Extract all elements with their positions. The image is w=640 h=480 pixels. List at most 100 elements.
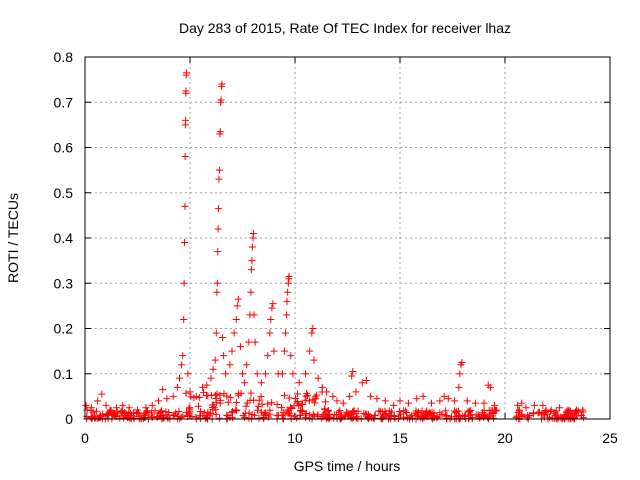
data-point <box>137 414 145 422</box>
data-point <box>314 411 322 419</box>
data-point <box>381 397 389 405</box>
data-point <box>261 409 269 417</box>
grid-lines <box>85 57 610 419</box>
data-point <box>514 401 522 409</box>
data-point <box>148 411 156 419</box>
data-point <box>182 87 190 95</box>
data-point <box>333 397 341 405</box>
data-point <box>285 272 293 280</box>
data-point <box>268 304 276 312</box>
data-point <box>217 96 225 104</box>
data-point <box>463 397 471 405</box>
data-point <box>548 414 556 422</box>
data-point <box>143 407 151 415</box>
data-point <box>170 411 178 419</box>
data-point <box>253 370 261 378</box>
data-point <box>308 329 316 337</box>
data-point <box>216 414 224 422</box>
data-point <box>134 406 141 414</box>
data-point <box>179 352 187 360</box>
data-point <box>243 399 251 407</box>
data-point <box>257 393 265 401</box>
data-point <box>118 407 126 415</box>
data-point <box>376 407 384 415</box>
data-point <box>181 153 189 161</box>
data-point <box>287 403 295 411</box>
data-point <box>184 370 192 378</box>
data-point <box>278 370 286 378</box>
data-point <box>278 412 286 420</box>
data-point <box>248 257 256 265</box>
data-point <box>468 414 476 422</box>
data-point <box>556 404 564 412</box>
data-point <box>415 411 423 419</box>
data-point <box>228 409 236 417</box>
data-point <box>250 396 258 404</box>
data-point <box>247 288 255 296</box>
data-point <box>175 407 183 415</box>
data-point <box>302 370 309 378</box>
data-point <box>169 392 177 400</box>
data-point <box>329 392 337 400</box>
data-point <box>130 408 138 416</box>
data-point <box>236 343 244 351</box>
data-point <box>277 404 285 412</box>
data-point <box>306 347 314 355</box>
y-tick-label: 0.7 <box>54 94 74 110</box>
data-point <box>177 413 185 421</box>
data-point <box>541 408 549 416</box>
data-point <box>289 370 297 378</box>
data-point <box>313 391 321 399</box>
data-point <box>212 399 220 407</box>
data-point <box>281 347 288 355</box>
data-point <box>515 406 523 414</box>
data-point <box>234 390 242 398</box>
data-point <box>248 243 256 251</box>
data-point <box>436 397 444 405</box>
data-point <box>453 408 461 416</box>
data-point <box>148 401 156 409</box>
data-point <box>325 414 333 422</box>
data-point <box>182 389 190 397</box>
data-point <box>318 383 326 391</box>
data-point <box>245 338 253 346</box>
data-point <box>293 414 301 422</box>
data-point <box>223 392 231 400</box>
data-point <box>98 390 106 398</box>
data-point <box>358 379 366 387</box>
y-tick-label: 0.8 <box>54 49 74 65</box>
x-tick-label: 15 <box>392 430 408 446</box>
data-point <box>551 411 559 419</box>
data-point <box>233 302 241 310</box>
data-point <box>423 407 431 415</box>
data-point <box>419 412 427 420</box>
data-point <box>522 404 530 412</box>
data-point <box>239 370 246 378</box>
data-point <box>364 414 372 422</box>
data-point <box>441 407 449 415</box>
data-point <box>88 414 96 422</box>
y-tick-label: 0.5 <box>54 185 74 201</box>
data-point <box>323 414 331 422</box>
data-point <box>213 288 221 296</box>
data-point <box>216 128 224 136</box>
data-point <box>301 396 309 404</box>
data-point <box>207 374 215 382</box>
data-point <box>181 239 189 247</box>
data-point <box>243 361 251 369</box>
data-point <box>218 80 226 88</box>
data-point <box>242 402 250 410</box>
plot-frame <box>84 56 611 420</box>
data-point <box>267 315 275 323</box>
data-point <box>185 404 193 412</box>
data-point <box>367 392 375 400</box>
data-point <box>273 400 281 408</box>
y-tick-label: 0.1 <box>54 366 74 382</box>
y-tick-label: 0.4 <box>54 230 74 246</box>
data-point <box>518 399 526 407</box>
data-point <box>321 398 329 406</box>
data-point <box>192 392 200 400</box>
data-point <box>266 329 274 337</box>
data-point <box>427 409 435 417</box>
data-point <box>186 388 194 396</box>
